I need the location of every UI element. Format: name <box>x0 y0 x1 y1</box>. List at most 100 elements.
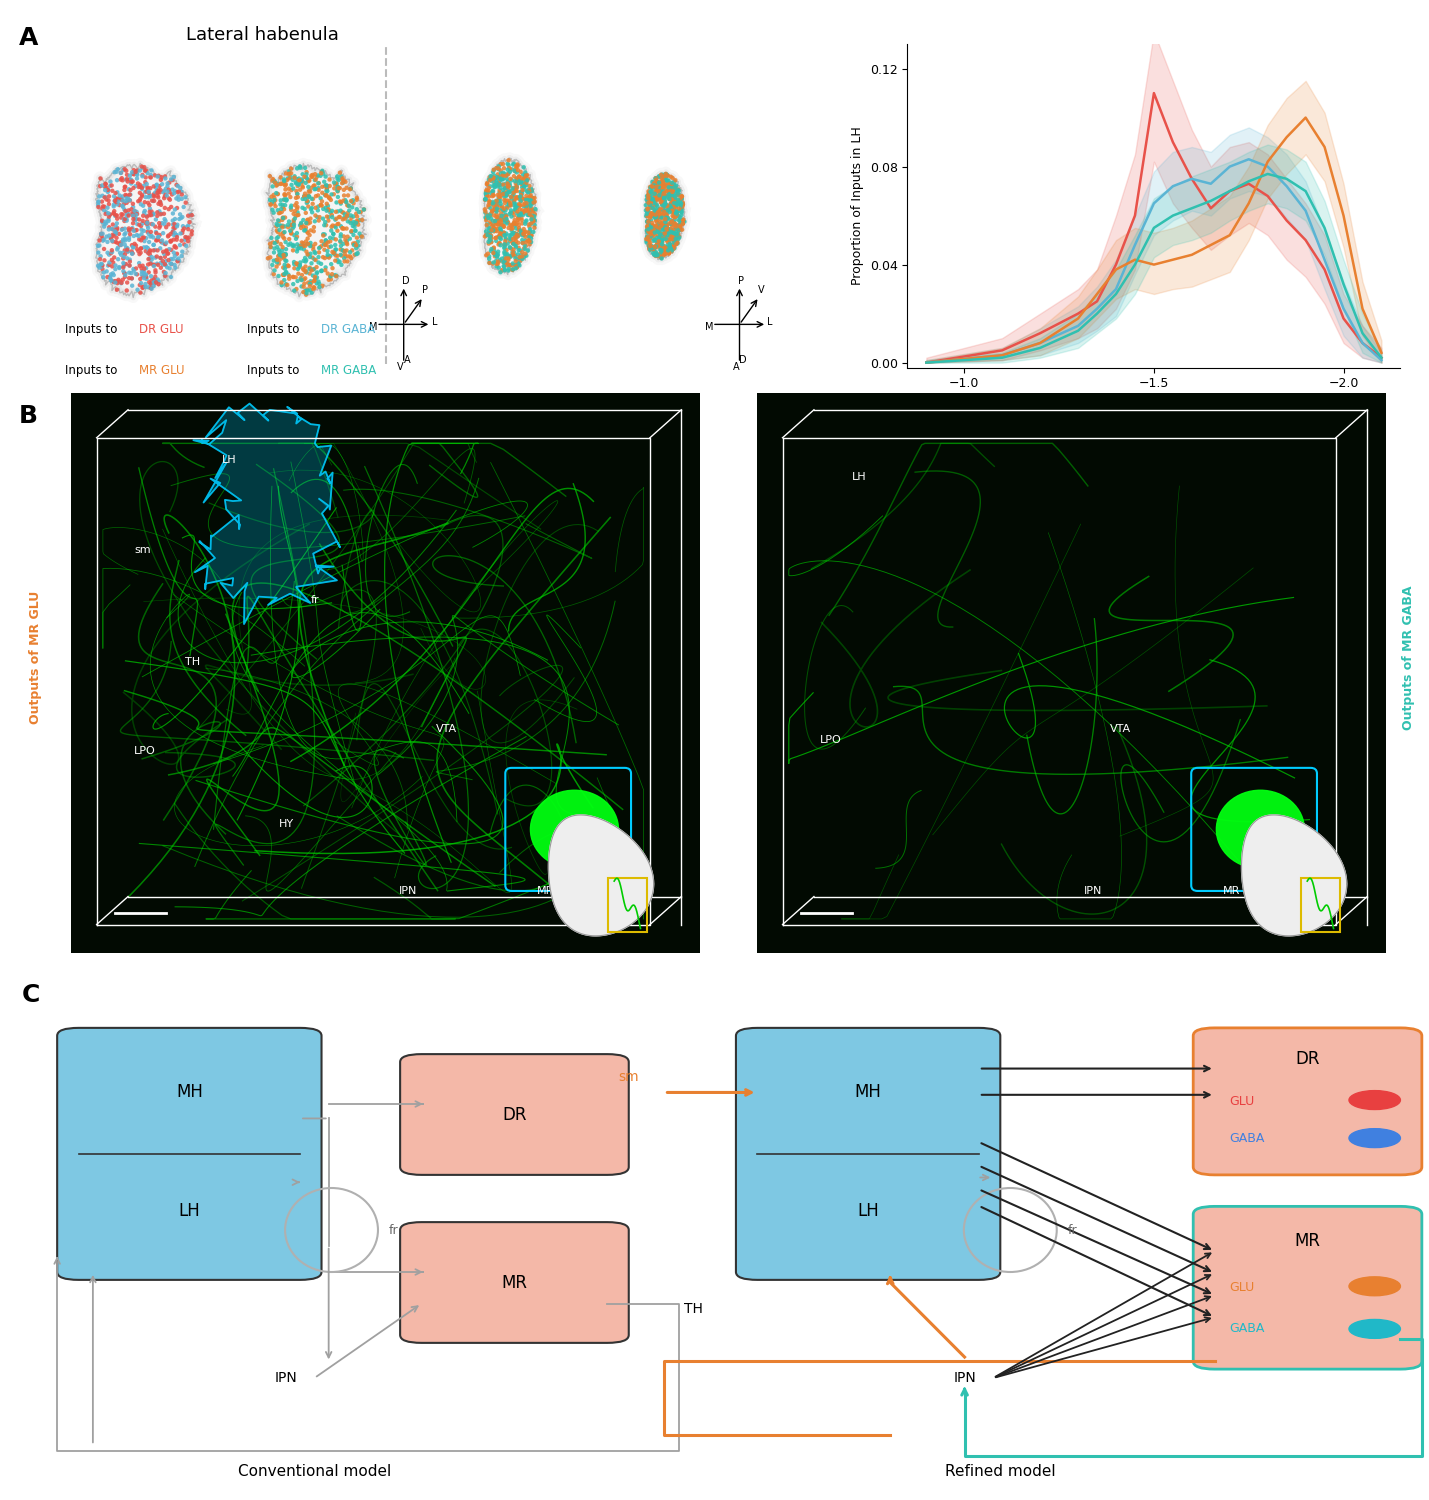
Point <box>336 201 359 225</box>
Point <box>347 213 370 237</box>
Point <box>310 189 333 213</box>
Point <box>151 240 174 264</box>
Point <box>139 184 161 209</box>
Point <box>133 174 156 198</box>
Polygon shape <box>266 164 366 297</box>
Point <box>637 182 660 206</box>
Point <box>646 170 669 194</box>
Point <box>173 232 196 256</box>
Point <box>279 166 302 190</box>
Point <box>103 270 126 294</box>
Point <box>497 248 520 272</box>
Point <box>121 207 144 231</box>
Point <box>503 240 526 264</box>
Text: Inputs to: Inputs to <box>247 364 303 376</box>
Point <box>313 246 336 270</box>
Point <box>644 206 667 230</box>
Point <box>131 261 154 285</box>
Point <box>519 232 542 256</box>
Point <box>294 279 317 303</box>
Point <box>664 168 687 192</box>
Point <box>286 182 309 206</box>
Point <box>103 160 126 184</box>
Point <box>492 166 514 190</box>
Point <box>502 211 524 236</box>
Point <box>494 189 517 213</box>
Point <box>517 225 540 249</box>
Point <box>174 184 197 209</box>
Point <box>493 180 516 204</box>
Point <box>513 237 536 261</box>
Point <box>260 190 283 214</box>
Point <box>344 201 367 225</box>
Point <box>99 226 121 251</box>
Point <box>342 214 364 238</box>
Point <box>266 248 289 272</box>
Point <box>647 200 670 223</box>
Point <box>336 232 359 256</box>
Point <box>522 209 544 232</box>
Point <box>519 217 542 242</box>
Point <box>97 209 120 232</box>
Point <box>640 237 663 261</box>
Point <box>289 154 312 178</box>
Point <box>516 230 539 254</box>
Point <box>667 225 690 249</box>
Point <box>659 192 682 216</box>
Point <box>336 231 359 255</box>
Point <box>663 230 686 254</box>
Point <box>662 190 684 214</box>
Point <box>499 174 522 198</box>
Point <box>490 162 513 186</box>
Point <box>637 189 660 213</box>
Point <box>647 172 670 196</box>
Point <box>642 213 664 237</box>
Point <box>666 216 689 240</box>
Point <box>137 230 160 254</box>
Point <box>169 232 191 256</box>
Point <box>129 189 151 213</box>
Point <box>650 188 673 211</box>
Point <box>157 196 180 220</box>
Point <box>664 174 687 198</box>
Point <box>503 210 526 234</box>
Point <box>137 240 160 264</box>
Point <box>302 164 324 188</box>
Point <box>124 256 147 280</box>
Point <box>510 180 533 204</box>
Point <box>637 190 660 214</box>
Point <box>101 251 124 274</box>
Point <box>649 214 672 238</box>
Point <box>662 192 684 216</box>
Point <box>482 209 504 232</box>
Point <box>146 267 169 291</box>
Point <box>163 198 186 222</box>
Point <box>123 219 146 243</box>
Point <box>166 248 189 272</box>
Point <box>657 198 680 222</box>
Point <box>171 240 194 264</box>
Point <box>496 231 519 255</box>
Point <box>502 254 524 278</box>
Point <box>316 244 339 268</box>
Point <box>670 211 693 236</box>
Point <box>106 180 129 204</box>
Point <box>516 200 539 223</box>
Point <box>506 174 529 198</box>
Point <box>314 210 337 234</box>
Text: TH: TH <box>184 657 200 666</box>
Point <box>101 261 124 285</box>
Point <box>296 278 319 302</box>
Point <box>493 232 516 256</box>
Point <box>646 188 669 211</box>
Point <box>146 238 169 262</box>
Point <box>483 242 506 266</box>
Point <box>302 188 324 211</box>
Point <box>494 204 517 228</box>
Point <box>154 231 177 255</box>
Point <box>326 244 349 268</box>
Point <box>650 170 673 194</box>
Point <box>269 165 292 189</box>
Point <box>163 211 186 236</box>
Point <box>274 260 297 284</box>
